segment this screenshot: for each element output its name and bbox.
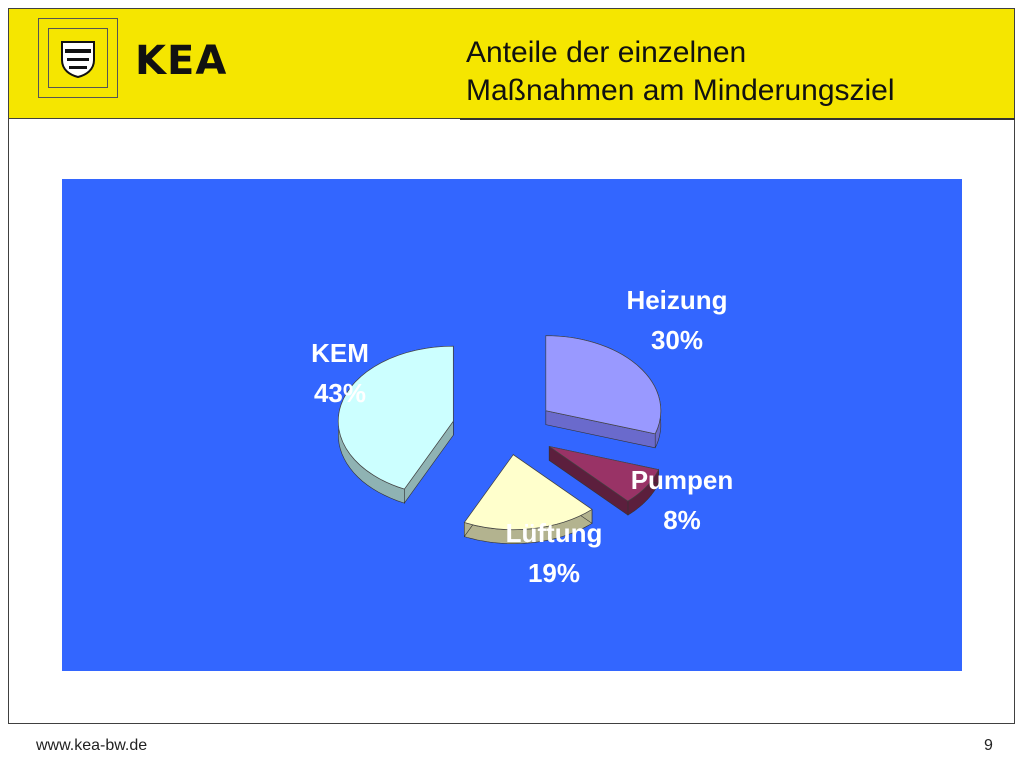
chart-panel: Heizung 30% Pumpen 8% Lüftung 19% KEM 43% [62,179,962,671]
pie-slice-lüftung [463,454,593,531]
slice-value-2: 19% [528,558,580,588]
page-title-line-1: Anteile der einzelnen [466,36,747,69]
slice-value-1: 8% [663,505,701,535]
logo-outer-frame [38,18,118,98]
page-title: Anteile der einzelnen Maßnahmen am Minde… [466,34,895,110]
coat-of-arms-icon [61,41,95,78]
slice-label-1: Pumpen [631,465,734,495]
page-title-line-2: Maßnahmen am Minderungsziel [466,74,895,107]
pie-slice-kem [337,345,454,490]
slice-value-0: 30% [651,325,703,355]
pie-slice-pumpen [549,446,660,502]
logo-inner-frame [48,28,108,88]
slice-label-2: Lüftung [506,518,603,548]
pie-slice-heizung [545,335,662,435]
header-rule [460,118,1015,120]
footer-url: www.kea-bw.de [36,737,148,754]
slice-label-0: Heizung [626,285,727,315]
brand-logo-text: KEA [135,38,228,84]
slice-label-3: KEM [311,338,369,368]
page-number: 9 [984,737,993,754]
pie-chart: Heizung 30% Pumpen 8% Lüftung 19% KEM 43% [311,285,734,588]
slice-value-3: 43% [314,378,366,408]
header-band [8,8,1015,119]
